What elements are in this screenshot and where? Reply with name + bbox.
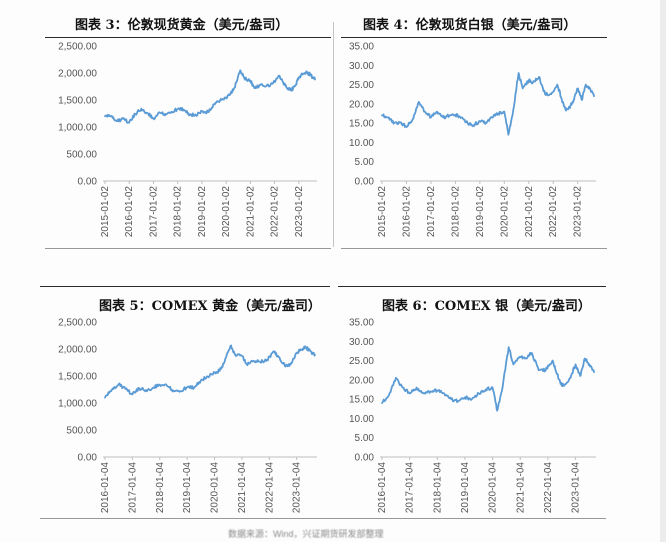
y-tick-label: 1,000.00 <box>58 399 97 410</box>
y-tick-label: 0.00 <box>355 177 375 188</box>
y-tick-label: 35.00 <box>349 42 374 53</box>
x-tick-label: 2018-01-02 <box>173 186 184 238</box>
y-tick-label: 0.00 <box>78 177 98 188</box>
x-tick-label: 2020-01-04 <box>210 462 221 514</box>
y-tick-label: 2,500.00 <box>58 42 97 53</box>
y-tick-label: 0.00 <box>355 453 375 464</box>
y-tick-label: 1,500.00 <box>58 96 97 107</box>
x-tick-label: 2015-01-02 <box>100 186 111 238</box>
chart-london-silver: 0.00 5.00 10.00 15.00 20.00 25.00 30.00 35.00 20… <box>349 42 596 238</box>
y-tick-label: 25.00 <box>349 356 374 367</box>
mid-rule-left <box>45 248 331 249</box>
section-divider <box>333 22 334 247</box>
y-tick-label: 5.00 <box>355 433 375 444</box>
chart-comex-silver: 0.00 5.00 10.00 15.00 20.00 25.00 30.00 35.00 20… <box>349 318 596 514</box>
series-line <box>381 72 595 136</box>
y-tick-label: 2,000.00 <box>58 69 97 80</box>
x-tick-label: 2016-01-04 <box>100 462 111 514</box>
x-tick-label: 2019-01-04 <box>182 462 193 514</box>
chart-title-london-gold: 图表 3：伦敦现货黄金（美元/盎司） <box>75 18 289 33</box>
x-tick-label: 2019-01-04 <box>460 462 471 514</box>
x-tick-label: 2020-01-02 <box>221 186 232 238</box>
x-tick-label: 2018-01-04 <box>432 462 443 514</box>
y-tick-label: 10.00 <box>349 414 374 425</box>
lower-top-rule-left <box>40 286 330 287</box>
x-tick-label: 2022-01-04 <box>264 462 275 514</box>
x-tick-label: 2017-01-02 <box>148 186 159 238</box>
x-tick-label: 2019-01-02 <box>197 186 208 238</box>
series-line <box>104 69 316 124</box>
x-tick-label: 2016-01-02 <box>124 186 135 238</box>
y-tick-label: 30.00 <box>349 61 374 72</box>
x-tick-label: 2020-01-02 <box>499 186 510 238</box>
top-rule-right <box>341 37 607 38</box>
x-tick-label: 2015-01-02 <box>377 186 388 238</box>
x-tick-label: 2023-01-02 <box>294 186 305 238</box>
y-tick-label: 2,500.00 <box>58 318 97 329</box>
series-line <box>104 344 316 399</box>
x-tick-label: 2022-01-04 <box>543 462 554 514</box>
x-tick-label: 2022-01-02 <box>270 186 281 238</box>
x-tick-label: 2023-01-04 <box>571 462 582 514</box>
chart-comex-gold: 0.00 500.00 1,000.00 1,500.00 2,000.00 2,500.… <box>58 318 317 514</box>
x-tick-label: 2018-01-04 <box>155 462 166 514</box>
y-tick-label: 5.00 <box>355 157 375 168</box>
x-tick-label: 2023-01-02 <box>573 186 584 238</box>
x-tick-label: 2019-01-02 <box>475 186 486 238</box>
source-note: 数据来源：Wind，兴证期货研发部整理 <box>228 529 384 539</box>
x-tick-label: 2021-01-02 <box>524 186 535 238</box>
x-tick-label: 2021-01-02 <box>245 186 256 238</box>
x-tick-label: 2020-01-04 <box>488 462 499 514</box>
y-tick-label: 25.00 <box>349 80 374 91</box>
x-tick-label: 2017-01-04 <box>405 462 416 514</box>
x-tick-label: 2021-01-04 <box>515 462 526 514</box>
bottom-rule <box>40 518 606 519</box>
top-rule-left <box>45 37 331 38</box>
lower-top-rule-right <box>338 286 606 287</box>
y-tick-label: 15.00 <box>349 119 374 130</box>
y-tick-label: 35.00 <box>349 318 374 329</box>
y-tick-label: 15.00 <box>349 395 374 406</box>
mid-rule-right <box>341 248 607 249</box>
y-tick-label: 0.00 <box>78 453 98 464</box>
page-edge <box>660 0 666 542</box>
chart-london-gold: 0.00 500.00 1,000.00 1,500.00 2,000.00 2,500.… <box>58 42 317 238</box>
y-tick-label: 2,000.00 <box>58 345 97 356</box>
chart-title-comex-gold: 图表 5：COMEX 黄金（美元/盎司） <box>99 299 321 314</box>
x-tick-label: 2023-01-04 <box>292 462 303 514</box>
y-tick-label: 500.00 <box>66 426 97 437</box>
y-tick-label: 20.00 <box>349 375 374 386</box>
x-tick-label: 2016-01-02 <box>401 186 412 238</box>
y-tick-label: 1,500.00 <box>58 372 97 383</box>
y-tick-label: 500.00 <box>66 150 97 161</box>
x-tick-label: 2021-01-04 <box>237 462 248 514</box>
x-tick-label: 2017-01-04 <box>127 462 138 514</box>
y-tick-label: 1,000.00 <box>58 123 97 134</box>
chart-title-comex-silver: 图表 6：COMEX 银（美元/盎司） <box>382 299 591 314</box>
x-tick-label: 2018-01-02 <box>450 186 461 238</box>
y-tick-label: 30.00 <box>349 337 374 348</box>
y-tick-label: 10.00 <box>349 138 374 149</box>
series-line <box>381 346 595 412</box>
y-tick-label: 20.00 <box>349 99 374 110</box>
x-tick-label: 2016-01-04 <box>377 462 388 514</box>
x-tick-label: 2022-01-02 <box>548 186 559 238</box>
x-tick-label: 2017-01-02 <box>426 186 437 238</box>
chart-title-london-silver: 图表 4：伦敦现货白银（美元/盎司） <box>363 18 577 33</box>
